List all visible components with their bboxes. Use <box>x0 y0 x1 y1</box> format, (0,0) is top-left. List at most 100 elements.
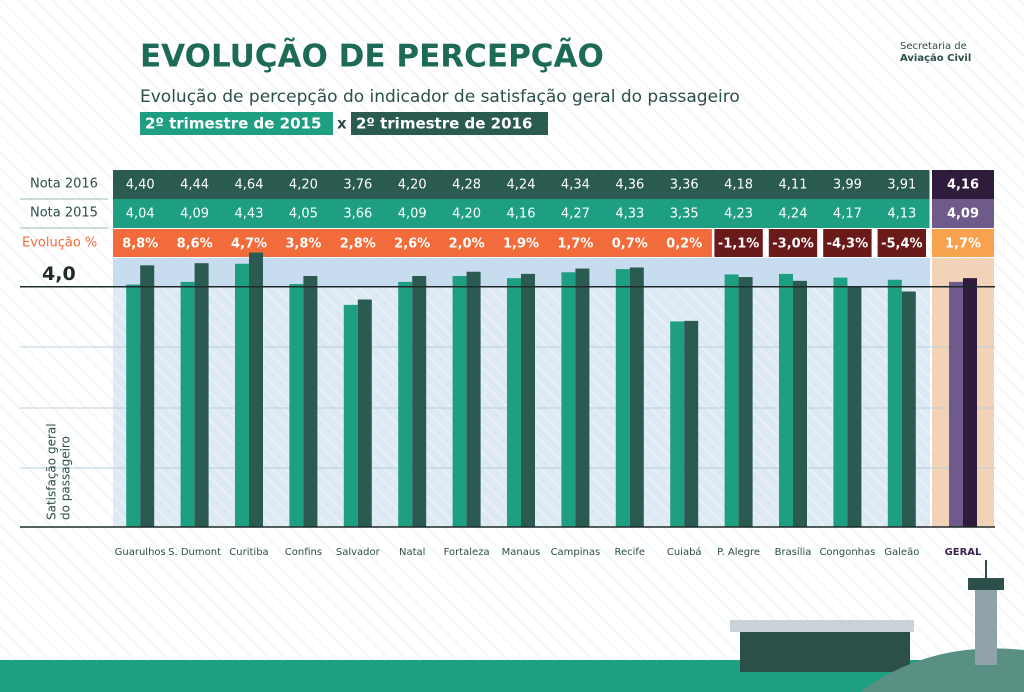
x-tick-label: Fortaleza <box>444 547 490 558</box>
bar <box>847 287 862 527</box>
table-cell <box>276 170 332 199</box>
table-cell <box>167 199 223 228</box>
evolution-cell <box>823 229 872 257</box>
table-cell <box>221 170 277 199</box>
table-value: 4,44 <box>180 178 209 193</box>
bar <box>126 284 141 527</box>
table-cell <box>874 199 930 228</box>
table-value: 3,36 <box>670 178 699 193</box>
table-value: 3,99 <box>833 178 862 193</box>
table-value: 4,13 <box>887 207 916 222</box>
bar <box>670 321 685 527</box>
bar <box>303 276 318 527</box>
table-value: 4,64 <box>235 178 264 193</box>
bar <box>180 281 195 527</box>
y-axis-label: do passageiro <box>59 436 73 520</box>
x-tick-label: Brasília <box>775 546 812 558</box>
table-value: 4,36 <box>615 178 644 193</box>
evolution-label: 1,9% <box>503 237 539 252</box>
evolution-label: 4,7% <box>231 237 267 252</box>
chart-title: EVOLUÇÃO DE PERCEPÇÃO <box>140 38 604 75</box>
bar <box>561 272 576 527</box>
y-axis-label: Satisfação geral <box>45 423 59 520</box>
table-value: 4,16 <box>947 178 979 193</box>
table-cell <box>820 170 876 199</box>
table-cell <box>765 170 821 199</box>
table-value: 4,23 <box>724 207 753 222</box>
table-cell <box>657 199 712 228</box>
row-label: Evolução % <box>22 236 97 251</box>
evolution-cell <box>657 229 712 257</box>
bar <box>507 278 521 527</box>
evolution-cell <box>714 229 763 257</box>
bar <box>833 277 848 527</box>
evolution-cell <box>385 229 440 257</box>
table-cell <box>765 199 821 228</box>
table-value: 3,35 <box>670 207 699 222</box>
bar <box>452 276 467 527</box>
table-value: 4,16 <box>507 207 536 222</box>
legend-swatch <box>140 112 333 135</box>
bar <box>575 268 590 527</box>
legend-swatch <box>351 112 548 135</box>
table-value: 4,28 <box>452 178 481 193</box>
row-label: Nota 2016 <box>30 177 98 192</box>
table-value: 4,20 <box>289 178 318 193</box>
table-cell <box>221 199 277 228</box>
legend-label: 2º trimestre de 2015 <box>145 115 321 133</box>
evolution-cell <box>602 229 658 257</box>
evolution-cell <box>113 229 168 257</box>
x-tick-label: P. Alegre <box>717 547 760 558</box>
table-cell <box>493 170 549 199</box>
evolution-label: -4,3% <box>827 237 868 252</box>
evolution-cell <box>221 229 277 257</box>
bar <box>235 263 249 527</box>
table-value: 4,33 <box>615 207 644 222</box>
legend-separator: x <box>337 115 347 133</box>
x-tick-label: Campinas <box>551 547 601 558</box>
bar <box>724 274 739 527</box>
x-tick-label: Guarulhos <box>115 547 166 558</box>
evolution-label: 8,8% <box>122 237 158 252</box>
table-value: 4,40 <box>126 178 155 193</box>
x-tick-label: Recife <box>614 547 645 558</box>
bar <box>629 267 644 527</box>
table-value: 4,20 <box>452 207 481 222</box>
table-cell <box>439 199 495 228</box>
x-tick-label: Cuiabá <box>667 546 702 558</box>
evolution-label: 1,7% <box>557 237 593 252</box>
table-cell <box>439 170 495 199</box>
table-cell <box>330 170 386 199</box>
bar <box>615 269 630 527</box>
table-value: 4,34 <box>561 178 590 193</box>
x-tick-label: Salvador <box>336 547 381 558</box>
bar <box>466 271 481 527</box>
bar <box>949 281 963 527</box>
bar <box>412 276 427 527</box>
bar <box>249 252 263 528</box>
legend-label: 2º trimestre de 2016 <box>356 115 532 133</box>
evolution-cell <box>548 229 604 257</box>
bar <box>343 304 358 527</box>
bar <box>521 273 535 527</box>
evolution-label: 1,7% <box>945 237 981 252</box>
bar <box>738 277 753 527</box>
x-tick-label: Galeão <box>884 547 919 558</box>
table-cell <box>113 199 168 228</box>
table-value: 4,09 <box>398 207 427 222</box>
evolution-label: 2,8% <box>340 237 376 252</box>
table-cell <box>932 199 994 228</box>
bar <box>779 273 793 527</box>
evolution-label: -5,4% <box>881 237 922 252</box>
table-cell <box>711 199 767 228</box>
table-value: 4,24 <box>779 207 808 222</box>
table-cell <box>167 170 223 199</box>
row-label: Nota 2015 <box>30 206 98 221</box>
table-cell <box>602 199 658 228</box>
evolution-cell <box>493 229 549 257</box>
table-value: 4,17 <box>833 207 862 222</box>
table-cell <box>602 170 658 199</box>
table-cell <box>385 199 440 228</box>
table-value: 4,09 <box>180 207 209 222</box>
